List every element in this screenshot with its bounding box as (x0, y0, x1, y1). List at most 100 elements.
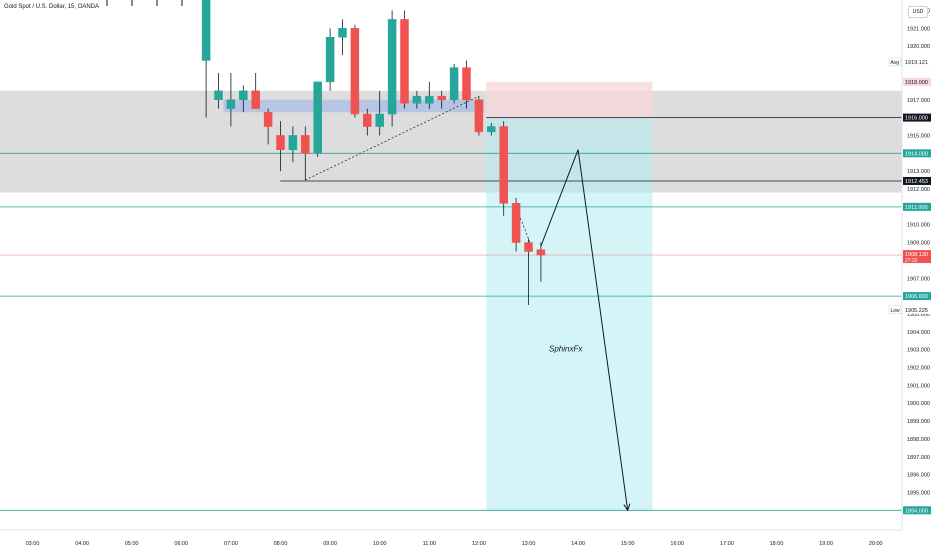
price-label-1906.000: 1906.000 (903, 292, 931, 301)
y-tick-label: 1917.000 (907, 98, 930, 104)
candle-body (338, 28, 347, 38)
candle-body (263, 111, 273, 127)
y-tick-label: 1900.000 (907, 401, 930, 407)
side-tag-value: 1919.121 (905, 60, 928, 66)
candle-22 (474, 96, 484, 136)
price-label-1914.000: 1914.000 (903, 149, 931, 158)
x-tick-label: 18:00 (770, 541, 784, 547)
y-tick-label: 1913.000 (907, 169, 930, 175)
side-tag-name: Avg (891, 60, 900, 66)
y-tick-label: 1897.000 (907, 455, 930, 461)
y-tick-label: 1912.000 (907, 187, 930, 193)
x-tick-label: 15:00 (621, 541, 635, 547)
candle-body (301, 135, 310, 154)
candle-body (474, 99, 484, 133)
candle-11 (338, 19, 347, 56)
price-label-bg (903, 506, 931, 515)
price-label-text: 1916.000 (905, 116, 928, 122)
projection-path (540, 149, 629, 511)
x-tick-label: 08:00 (274, 541, 288, 547)
candle-12 (350, 24, 360, 118)
side-tag-bg (888, 57, 902, 67)
candle-5 (263, 108, 273, 145)
candle-26 (524, 238, 533, 306)
candles (201, 0, 546, 306)
side-tag-name: Low (891, 308, 901, 314)
candle-19 (437, 90, 446, 109)
symbol-title: Gold Spot / U.S. Dollar, 15, OANDA (4, 4, 100, 10)
candle-24 (499, 121, 508, 216)
currency-button[interactable]: USD (908, 6, 928, 18)
price-label-bg (903, 77, 931, 86)
y-tick-label: 1898.000 (907, 437, 930, 443)
candle-body (276, 135, 285, 150)
candle-25 (511, 197, 521, 252)
side-tag-low: Low 1905.225 (888, 305, 931, 315)
y-tick-label: 1909.000 (907, 241, 930, 247)
x-tick-label: 17:00 (720, 541, 734, 547)
candle-body (350, 28, 360, 115)
x-tick-label: 10:00 (373, 541, 387, 547)
side-tag-bg (888, 305, 902, 315)
candle-27 (536, 242, 546, 282)
candle-body (524, 242, 533, 252)
y-tick-label: 1903.000 (907, 348, 930, 354)
price-label-1911.000: 1911.000 (903, 202, 931, 211)
candle-10 (325, 28, 335, 91)
candle-body (387, 19, 397, 115)
y-tick-label: 1904.000 (907, 330, 930, 336)
y-tick-label: 1907.000 (907, 276, 930, 282)
price-label-text: 1912.453 (905, 179, 928, 185)
candle-14 (375, 90, 384, 136)
price-label-bg (903, 176, 931, 185)
x-tick-label: 11:00 (423, 541, 436, 547)
candle-body (462, 67, 471, 101)
diagonal-dashed-line (305, 95, 480, 181)
candle-18 (425, 81, 434, 109)
candle-13 (363, 108, 372, 136)
candle-body (400, 19, 409, 104)
time-axis-bg (0, 530, 902, 550)
candle-body (214, 90, 223, 100)
candle-body (437, 95, 446, 101)
x-tick-label: 13:00 (522, 541, 536, 547)
side-tag-avg: Avg 1919.121 (888, 57, 931, 67)
candle-4 (251, 72, 260, 109)
x-axis: 03:00 04:00 05:00 06:00 07:00 08:00 09:00 10:00… (26, 541, 883, 547)
price-label-bg (903, 113, 931, 122)
current-price-text: 1908.130 (905, 252, 928, 258)
candle-16 (400, 10, 409, 109)
price-label-text: 1918.000 (905, 80, 928, 86)
countdown-text: 27:22 (905, 258, 918, 264)
candle-body (487, 126, 496, 133)
projection-arrowhead (623, 503, 631, 512)
y-tick-label: 1902.000 (907, 366, 930, 372)
y-tick-label: 1920.000 (907, 44, 930, 50)
candle-body (363, 113, 372, 127)
candle-body (412, 95, 422, 104)
position-target-zone (486, 117, 653, 511)
candle-23 (487, 122, 496, 136)
candle-3 (239, 85, 248, 113)
x-tick-label: 20:00 (869, 541, 883, 547)
price-label-bg (903, 149, 931, 158)
candle-0 (201, 0, 211, 118)
x-tick-label: 09:00 (323, 541, 337, 547)
y-tick-label: 1895.000 (907, 490, 930, 496)
y-tick-label: 1901.000 (907, 383, 930, 389)
x-tick-label: 19:00 (819, 541, 833, 547)
candle-body (511, 203, 521, 243)
y-tick-label: 1921.000 (907, 26, 930, 32)
price-label-1918.000: 1918.000 (903, 77, 931, 86)
candle-body (226, 99, 236, 109)
x-tick-label: 06:00 (174, 541, 188, 547)
price-label-text: 1906.000 (905, 294, 928, 300)
candle-body (239, 90, 248, 100)
candle-15 (387, 10, 397, 127)
annotation-label: SphinxFx (549, 344, 583, 353)
candle-21 (462, 60, 471, 109)
price-axis-bg (902, 0, 932, 550)
price-label-bg (903, 292, 931, 301)
